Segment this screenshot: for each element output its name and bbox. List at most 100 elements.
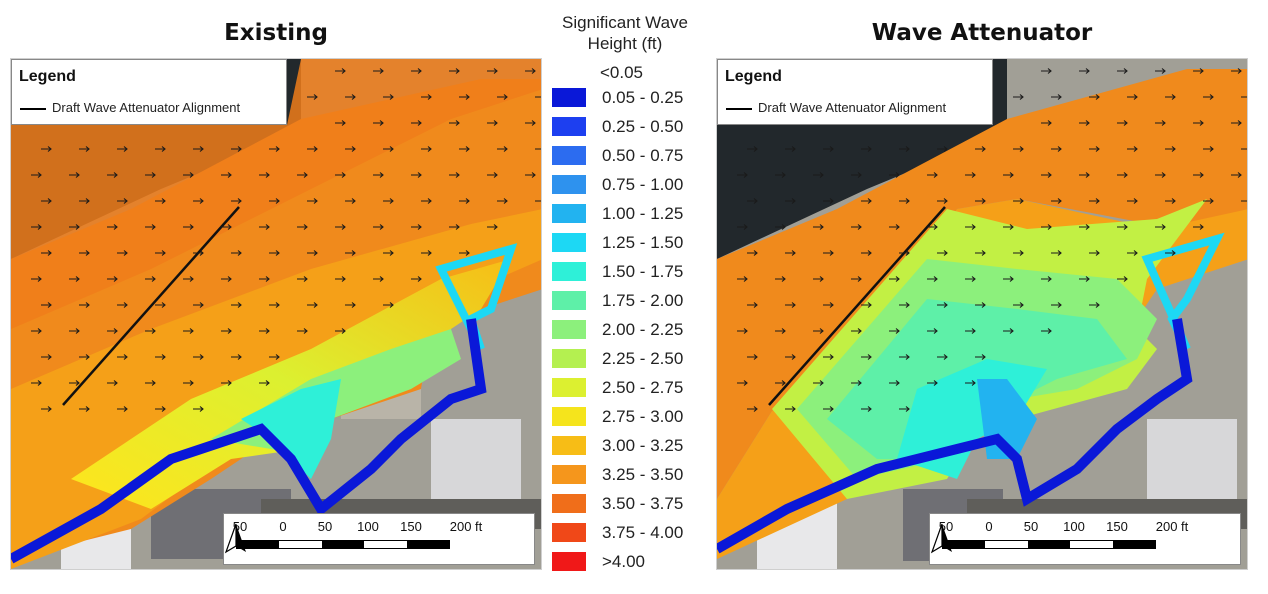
key-swatch [552, 494, 586, 513]
wave-direction-arrow-icon [965, 276, 976, 282]
key-label: 3.00 - 3.25 [602, 436, 684, 455]
wave-direction-arrow-icon [775, 224, 786, 230]
wave-direction-arrow-icon [411, 68, 422, 74]
wave-direction-arrow-icon [1117, 172, 1128, 178]
map-wave-attenuator-graphics [717, 59, 1247, 569]
wave-direction-arrow-icon [79, 250, 90, 256]
wave-direction-arrow-icon [861, 354, 872, 360]
key-swatch [552, 117, 586, 136]
wave-direction-arrow-icon [813, 328, 824, 334]
legend-line-symbol [20, 108, 46, 110]
wave-direction-arrow-icon [937, 250, 948, 256]
wave-direction-arrow-icon [183, 328, 194, 334]
wave-direction-arrow-icon [1051, 94, 1062, 100]
key-label: >4.00 [602, 552, 646, 571]
key-row: 1.75 - 2.00 [540, 288, 710, 314]
wave-direction-arrow-icon [861, 198, 872, 204]
wave-direction-arrow-icon [927, 276, 938, 282]
wave-direction-arrow-icon [747, 250, 758, 256]
wave-direction-arrows [31, 68, 541, 412]
wave-direction-arrow-icon [221, 328, 232, 334]
key-label: 0.25 - 0.50 [602, 117, 684, 136]
key-label: 0.50 - 0.75 [602, 146, 684, 165]
wave-direction-arrow-icon [183, 224, 194, 230]
wave-direction-arrow-icon [927, 172, 938, 178]
key-label: 3.50 - 3.75 [602, 494, 684, 513]
wave-direction-arrow-icon [231, 354, 242, 360]
legend-title: Legend [725, 68, 782, 85]
wave-direction-arrow-icon [221, 172, 232, 178]
wave-direction-arrow-icon [747, 146, 758, 152]
wave-direction-arrow-icon [737, 172, 748, 178]
legend-item-label: Draft Wave Attenuator Alignment [52, 100, 241, 115]
wave-direction-arrow-icon [1193, 224, 1204, 230]
key-swatch [552, 175, 586, 194]
map-wave-attenuator[interactable]: Legend Draft Wave Attenuator Alignment 5… [716, 58, 1248, 570]
wave-direction-arrow-icon [183, 172, 194, 178]
wave-direction-arrow-icon [775, 276, 786, 282]
wave-direction-arrow-icon [1117, 224, 1128, 230]
wave-direction-arrow-icon [345, 94, 356, 100]
scale-bar-graphic [942, 540, 1156, 549]
wave-direction-arrow-icon [155, 406, 166, 412]
wave-direction-arrow-icon [69, 380, 80, 386]
wave-direction-arrow-icon [975, 302, 986, 308]
wave-direction-arrow-icon [937, 146, 948, 152]
attenuator-alignment-line [62, 206, 240, 406]
wave-direction-arrow-icon [965, 380, 976, 386]
key-row: 1.25 - 1.50 [540, 230, 710, 256]
wave-direction-arrow-icon [965, 328, 976, 334]
key-swatch [552, 378, 586, 397]
wave-direction-arrow-icon [383, 198, 394, 204]
wave-direction-arrow-icon [1127, 146, 1138, 152]
wave-direction-arrow-icon [107, 172, 118, 178]
wave-direction-arrow-icon [1127, 198, 1138, 204]
wave-direction-arrow-icon [117, 354, 128, 360]
scale-bar: 50 0 50 100 150 200 ft [929, 513, 1241, 565]
wave-direction-arrow-icon [1079, 224, 1090, 230]
wave-direction-arrow-icon [1013, 250, 1024, 256]
wave-direction-arrow-icon [1041, 120, 1052, 126]
legend-title: Legend [19, 68, 76, 85]
map-existing[interactable]: Legend Draft Wave Attenuator Alignment 5… [10, 58, 542, 570]
wave-direction-arrow-icon [117, 250, 128, 256]
wave-direction-arrow-icon [1041, 172, 1052, 178]
wave-direction-arrow-icon [31, 224, 42, 230]
key-swatch [552, 552, 586, 571]
wave-direction-arrow-icon [1089, 94, 1100, 100]
wave-direction-arrow-icon [373, 68, 384, 74]
wave-direction-arrow-icon [79, 354, 90, 360]
wave-direction-arrow-icon [345, 302, 356, 308]
key-label: 1.25 - 1.50 [602, 233, 684, 252]
wave-direction-arrow-icon [899, 406, 910, 412]
key-row: 3.00 - 3.25 [540, 433, 710, 459]
wave-direction-arrow-icon [269, 146, 280, 152]
wave-direction-arrow-icon [737, 328, 748, 334]
wave-direction-arrow-icon [785, 354, 796, 360]
wave-direction-arrow-icon [785, 146, 796, 152]
wave-direction-arrow-icon [1203, 94, 1214, 100]
wave-direction-arrow-icon [1203, 146, 1214, 152]
wave-direction-arrow-icon [69, 276, 80, 282]
wave-direction-arrow-icon [1079, 172, 1090, 178]
key-swatch [552, 88, 586, 107]
key-label: 3.75 - 4.00 [602, 523, 684, 542]
building-roof [431, 419, 521, 509]
key-label: 1.00 - 1.25 [602, 204, 684, 223]
wave-direction-arrow-icon [737, 224, 748, 230]
wave-direction-arrow-icon [747, 406, 758, 412]
key-label: 2.50 - 2.75 [602, 378, 684, 397]
map-legend: Legend Draft Wave Attenuator Alignment [11, 59, 287, 125]
key-row: 2.50 - 2.75 [540, 375, 710, 401]
wave-direction-arrow-icon [487, 68, 498, 74]
wave-direction-arrow-icon [41, 146, 52, 152]
wave-direction-arrow-icon [1155, 172, 1166, 178]
wave-direction-arrow-icon [1165, 250, 1176, 256]
scale-bar: 50 0 50 100 150 200 ft [223, 513, 535, 565]
wave-direction-arrow-icon [823, 250, 834, 256]
wave-direction-arrow-icon [1165, 146, 1176, 152]
wave-direction-arrow-icon [297, 224, 308, 230]
wave-direction-arrow-icon [497, 146, 508, 152]
wave-direction-arrow-icon [145, 380, 156, 386]
scale-label: 150 [400, 519, 422, 534]
